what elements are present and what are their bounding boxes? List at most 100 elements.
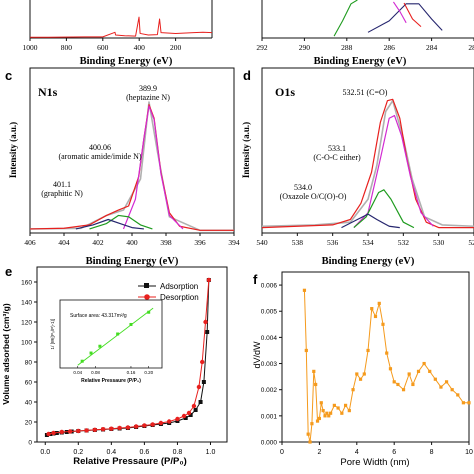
panel-e-legend: Adsorption Desorption xyxy=(138,282,199,302)
panel-c-letter: c xyxy=(5,68,12,83)
panel-e-x-tick-label: 0.0 xyxy=(40,449,50,456)
panel-f-point xyxy=(416,369,421,373)
panel-a-series-line xyxy=(30,16,212,38)
panel-f-y-tick-label: 0.003 xyxy=(261,361,278,368)
panel-d-title: O1s xyxy=(275,85,295,99)
panel-e-desorption-point xyxy=(133,424,139,429)
panel-a-x-tick-label: 800 xyxy=(61,43,73,52)
panel-b-x-tick-label: 286 xyxy=(384,43,396,52)
panel-f-point xyxy=(433,377,437,381)
panel-f-point xyxy=(315,419,320,423)
panel-c-amide-line xyxy=(89,214,153,230)
panel-b-series-line xyxy=(367,3,443,33)
panel-e-x-tick-label: 0.4 xyxy=(106,449,116,456)
panel-e-desorption-point xyxy=(181,413,187,419)
panel-d-raw-line xyxy=(262,99,474,228)
inset-frame xyxy=(59,299,163,369)
panel-f-point xyxy=(343,403,348,407)
panel-b-x-tick-label: 284 xyxy=(426,43,438,52)
panel-f-x-tick-label: 10 xyxy=(465,449,473,456)
panel-d-annotation-co: 532.51 (C=O) xyxy=(343,88,388,97)
panel-a-x-tick-label: 1000 xyxy=(23,43,38,52)
panel-d-x-tick-label: 540 xyxy=(256,238,268,247)
panel-f-point xyxy=(312,369,316,373)
panel-e-frame xyxy=(36,266,228,443)
panel-e-desorption-point xyxy=(117,425,122,431)
panel-f-point xyxy=(428,369,432,373)
panel-c: c N1s Intensity (a.u.) 406 404 402 400 398 39… xyxy=(5,67,240,267)
panel-d-C-O-C-line xyxy=(353,189,415,229)
panel-f-point xyxy=(439,385,443,389)
inset-x-tick-label: 0.16 xyxy=(127,370,136,375)
panel-f-point xyxy=(355,372,359,376)
panel-e-y-tick-label: 140 xyxy=(21,300,32,307)
panel-f-point xyxy=(385,351,389,355)
panel-f-point xyxy=(362,372,366,376)
panel-f-point xyxy=(422,361,426,366)
panel-f-point xyxy=(336,406,340,410)
panel-e-desorption-point xyxy=(92,427,98,432)
panel-f-point xyxy=(444,380,449,384)
panel-b-series-line xyxy=(333,0,358,37)
panel-f-point xyxy=(467,401,471,405)
inset-x-tick-label: 0.08 xyxy=(91,370,100,375)
panel-e-desorption-point xyxy=(191,403,197,409)
panel-e-desorption-point xyxy=(196,384,202,390)
panel-c-x-tick-label: 400 xyxy=(126,238,138,247)
panel-e-adsorption-point xyxy=(183,416,188,420)
panel-f-point xyxy=(461,401,465,405)
panel-f-point xyxy=(450,388,454,392)
panel-c-x-tick-label: 398 xyxy=(160,238,172,247)
panel-f-x-tick-label: 6 xyxy=(392,449,396,456)
annotation-line: 389.9 xyxy=(139,84,157,93)
panel-e-x-tick-label: 0.8 xyxy=(173,449,183,456)
panel-d-x-tick-label: 532 xyxy=(398,238,410,247)
panel-e-x-label: Relative Pressaure (P/P₀) xyxy=(73,456,187,467)
panel-c-x-tick-label: 394 xyxy=(228,238,240,247)
panel-c-annotation-amide: 400.06 (aromatic amide/imide N) xyxy=(58,143,141,161)
panel-c-graphitic-line xyxy=(75,218,144,230)
inset-point xyxy=(89,351,93,355)
annotation-line: 534.0 xyxy=(294,183,312,192)
inset-fit-line xyxy=(77,307,154,366)
panel-f-x-tick-label: 8 xyxy=(430,449,434,456)
inset-x-tick-label: 0.04 xyxy=(73,370,82,375)
panel-f-point xyxy=(325,411,329,415)
panel-e-y-label: Volume adsorbed (cm³/g) xyxy=(1,303,11,405)
panel-e-y-tick-label: 40 xyxy=(25,400,33,407)
panel-f-point xyxy=(351,388,355,392)
panel-b-x-label: Binding Energy (eV) xyxy=(314,56,407,67)
panel-f-y-tick-label: 0.006 xyxy=(261,283,278,290)
legend-desorption-marker xyxy=(144,294,150,300)
panel-f-point xyxy=(377,301,381,305)
panel-a-x-tick-label: 400 xyxy=(134,43,146,52)
annotation-line: 400.06 xyxy=(89,143,111,152)
panel-f-point xyxy=(407,372,411,376)
panel-e-y-tick-label: 160 xyxy=(21,280,32,287)
panel-c-x-tick-label: 402 xyxy=(92,238,104,247)
panel-e-y-tick-label: 60 xyxy=(25,380,33,387)
panel-f-frame xyxy=(281,271,470,443)
panel-e-x-tick-label: 0.6 xyxy=(140,449,150,456)
panel-f-point xyxy=(373,314,378,319)
panel-c-title: N1s xyxy=(38,85,58,99)
panel-d-y-label: Intensity (a.u.) xyxy=(241,122,251,178)
panel-f-letter: f xyxy=(253,272,258,287)
panel-d-x-tick-label: 530 xyxy=(433,238,445,247)
annotation-line: (aromatic amide/imide N) xyxy=(58,152,141,161)
panel-a-x-tick-label: 600 xyxy=(97,43,109,52)
panel-b-x-tick-label: 282 xyxy=(468,43,474,52)
panel-f-y-tick-label: 0.002 xyxy=(261,387,278,394)
panel-f-point xyxy=(347,409,351,413)
panel-e-desorption-point xyxy=(158,420,164,426)
annotation-line: (Oxazole O/C(O)-O) xyxy=(280,192,347,201)
panel-d-oxazole-line xyxy=(341,213,400,229)
panel-e-desorption-point xyxy=(51,430,56,436)
panel-e-adsorption-point xyxy=(205,330,210,334)
panel-e-desorption-point xyxy=(175,416,180,422)
panel-e-desorption-point xyxy=(166,419,172,424)
panel-f-point xyxy=(321,409,325,413)
panel-f-point xyxy=(314,382,318,387)
panel-e-x-tick-label: 1.0 xyxy=(206,449,216,456)
